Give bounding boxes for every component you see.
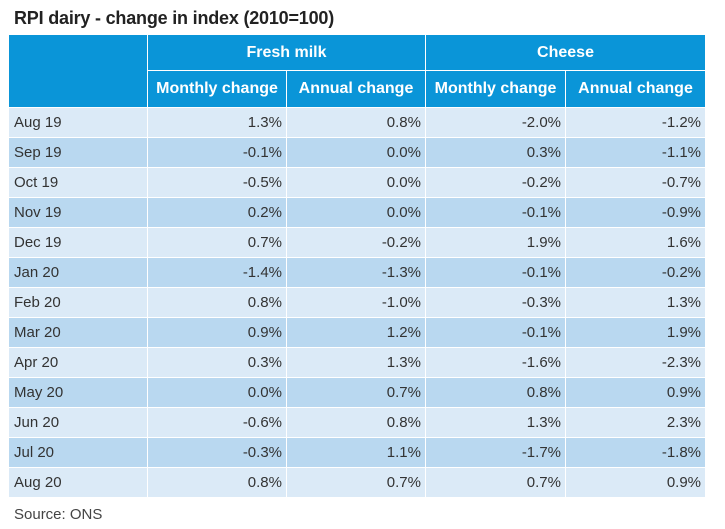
row-month-label: Nov 19 xyxy=(8,197,148,228)
subheader-milk-monthly: Monthly change xyxy=(147,70,287,108)
milk-monthly-cell: 1.3% xyxy=(147,107,287,138)
table-title: RPI dairy - change in index (2010=100) xyxy=(14,8,335,28)
cheese-monthly-cell: 1.9% xyxy=(425,227,566,258)
cheese-monthly-cell: 0.8% xyxy=(425,377,566,408)
milk-annual-cell: 0.0% xyxy=(286,167,426,198)
cheese-annual-cell: -0.2% xyxy=(564,257,707,288)
milk-annual-cell: 0.0% xyxy=(286,197,426,228)
row-month-label: Oct 19 xyxy=(8,167,148,198)
table-row: Jun 20 -0.6% 0.8% 1.3% 2.3% xyxy=(8,407,707,438)
row-month-label: May 20 xyxy=(8,377,148,408)
table-row: Nov 19 0.2% 0.0% -0.1% -0.9% xyxy=(8,197,707,228)
milk-annual-cell: 1.1% xyxy=(286,437,426,468)
row-month-label: Dec 19 xyxy=(8,227,148,258)
table-row: Aug 20 0.8% 0.7% 0.7% 0.9% xyxy=(8,467,707,498)
source-note: Source: ONS xyxy=(14,506,103,523)
cheese-annual-cell: 0.9% xyxy=(564,377,707,408)
milk-annual-cell: 1.3% xyxy=(286,347,426,378)
group-header-fresh-milk: Fresh milk xyxy=(147,34,426,71)
milk-monthly-cell: 0.7% xyxy=(147,227,287,258)
group-header-cheese: Cheese xyxy=(424,34,707,71)
cheese-annual-cell: -1.8% xyxy=(564,437,707,468)
row-month-label: Jan 20 xyxy=(8,257,148,288)
cheese-annual-cell: -2.3% xyxy=(564,347,707,378)
milk-annual-cell: 1.2% xyxy=(286,317,426,348)
milk-annual-cell: 0.8% xyxy=(286,107,426,138)
milk-annual-cell: 0.0% xyxy=(286,137,426,168)
cheese-monthly-cell: -2.0% xyxy=(425,107,566,138)
cheese-monthly-cell: -0.1% xyxy=(425,257,566,288)
header-corner xyxy=(8,34,148,71)
row-month-label: Apr 20 xyxy=(8,347,148,378)
milk-annual-cell: 0.7% xyxy=(286,377,426,408)
cheese-monthly-cell: -0.2% xyxy=(425,167,566,198)
milk-monthly-cell: 0.9% xyxy=(147,317,287,348)
table-row: Feb 20 0.8% -1.0% -0.3% 1.3% xyxy=(8,287,707,318)
dairy-rpi-table: Fresh milk Cheese Monthly change Annual … xyxy=(8,34,707,498)
table-row: Dec 19 0.7% -0.2% 1.9% 1.6% xyxy=(8,227,707,258)
row-month-label: Jul 20 xyxy=(8,437,148,468)
milk-monthly-cell: 0.8% xyxy=(147,287,287,318)
row-month-label: Feb 20 xyxy=(8,287,148,318)
milk-monthly-cell: -0.6% xyxy=(147,407,287,438)
cheese-annual-cell: -0.7% xyxy=(564,167,707,198)
table-row: Aug 19 1.3% 0.8% -2.0% -1.2% xyxy=(8,107,707,138)
cheese-monthly-cell: -1.6% xyxy=(425,347,566,378)
milk-annual-cell: -1.0% xyxy=(286,287,426,318)
cheese-annual-cell: 2.3% xyxy=(564,407,707,438)
table-body: Aug 19 1.3% 0.8% -2.0% -1.2% Sep 19 -0.1% 0.0% 0… xyxy=(8,107,707,498)
milk-annual-cell: 0.7% xyxy=(286,467,426,498)
subheader-cheese-monthly: Monthly change xyxy=(425,70,566,108)
milk-monthly-cell: -0.5% xyxy=(147,167,287,198)
table-row: Sep 19 -0.1% 0.0% 0.3% -1.1% xyxy=(8,137,707,168)
cheese-monthly-cell: -0.1% xyxy=(425,317,566,348)
milk-monthly-cell: 0.0% xyxy=(147,377,287,408)
milk-annual-cell: -1.3% xyxy=(286,257,426,288)
subheader-milk-annual: Annual change xyxy=(286,70,426,108)
milk-annual-cell: 0.8% xyxy=(286,407,426,438)
table-row: Jul 20 -0.3% 1.1% -1.7% -1.8% xyxy=(8,437,707,468)
table-row: Mar 20 0.9% 1.2% -0.1% 1.9% xyxy=(8,317,707,348)
milk-monthly-cell: -1.4% xyxy=(147,257,287,288)
milk-monthly-cell: 0.3% xyxy=(147,347,287,378)
cheese-annual-cell: 1.3% xyxy=(564,287,707,318)
cheese-monthly-cell: 1.3% xyxy=(425,407,566,438)
milk-monthly-cell: 0.8% xyxy=(147,467,287,498)
row-month-label: Aug 19 xyxy=(8,107,148,138)
table-row: Jan 20 -1.4% -1.3% -0.1% -0.2% xyxy=(8,257,707,288)
table-row: Apr 20 0.3% 1.3% -1.6% -2.3% xyxy=(8,347,707,378)
table-row: May 20 0.0% 0.7% 0.8% 0.9% xyxy=(8,377,707,408)
row-month-label: Jun 20 xyxy=(8,407,148,438)
cheese-annual-cell: -0.9% xyxy=(564,197,707,228)
header-corner-lower xyxy=(8,70,148,108)
cheese-annual-cell: 1.9% xyxy=(564,317,707,348)
cheese-monthly-cell: 0.3% xyxy=(425,137,566,168)
cheese-monthly-cell: -0.3% xyxy=(425,287,566,318)
cheese-annual-cell: 1.6% xyxy=(564,227,707,258)
table-row: Oct 19 -0.5% 0.0% -0.2% -0.7% xyxy=(8,167,707,198)
cheese-annual-cell: -1.2% xyxy=(564,107,707,138)
milk-monthly-cell: -0.3% xyxy=(147,437,287,468)
cheese-monthly-cell: 0.7% xyxy=(425,467,566,498)
subheader-cheese-annual: Annual change xyxy=(564,70,707,108)
cheese-annual-cell: 0.9% xyxy=(564,467,707,498)
milk-monthly-cell: 0.2% xyxy=(147,197,287,228)
cheese-monthly-cell: -0.1% xyxy=(425,197,566,228)
cheese-annual-cell: -1.1% xyxy=(564,137,707,168)
cheese-monthly-cell: -1.7% xyxy=(425,437,566,468)
milk-monthly-cell: -0.1% xyxy=(147,137,287,168)
row-month-label: Aug 20 xyxy=(8,467,148,498)
row-month-label: Sep 19 xyxy=(8,137,148,168)
milk-annual-cell: -0.2% xyxy=(286,227,426,258)
row-month-label: Mar 20 xyxy=(8,317,148,348)
